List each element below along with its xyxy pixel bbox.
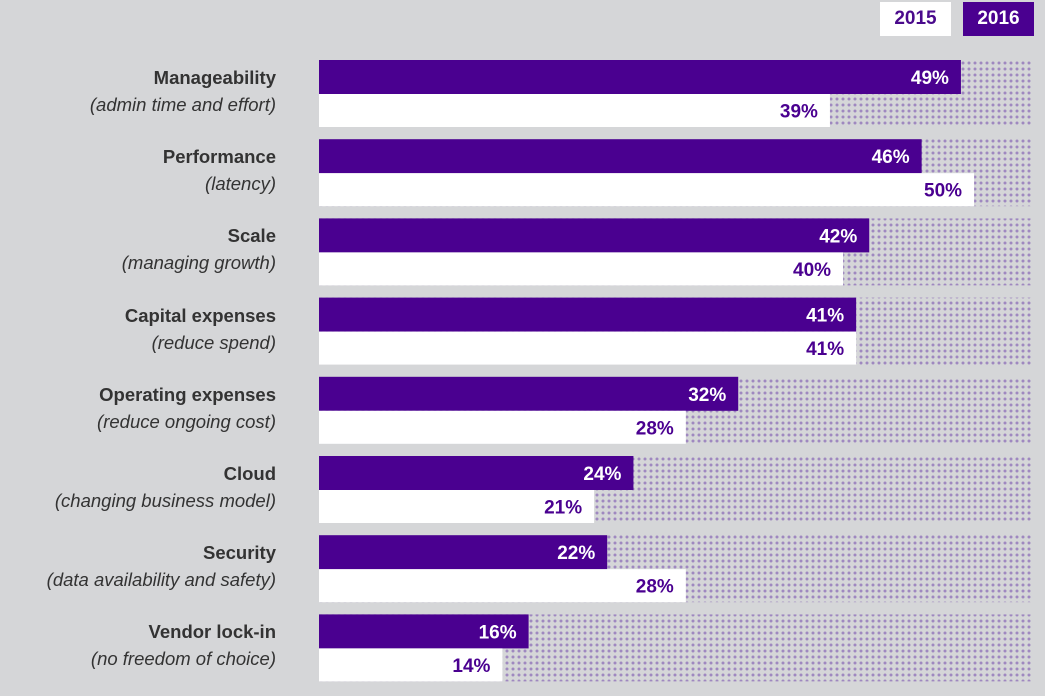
bar-2016 [319, 456, 634, 490]
bar-2016 [319, 297, 857, 332]
bar-2015 [319, 94, 830, 127]
data-label-2016: 49% [911, 68, 949, 89]
data-label-2016: 42% [819, 226, 857, 247]
bar-2016 [319, 60, 961, 94]
category-title: Manageability [153, 67, 276, 88]
data-label-2015: 39% [780, 102, 818, 123]
data-label-2016: 32% [688, 385, 726, 406]
category-subtitle: (latency) [205, 173, 276, 195]
legend-2016: 2016 [963, 2, 1034, 36]
bar-2015 [319, 173, 975, 207]
category-title: Operating expenses [99, 383, 276, 405]
data-label-2015: 50% [924, 181, 962, 202]
category-title: Cloud [223, 463, 276, 484]
category-label: Operating expenses (reduce ongoing cost) [97, 381, 276, 435]
category-title: Capital expenses [124, 304, 276, 326]
category-label: Capital expenses (reduce spend) [125, 302, 276, 356]
category-label: Cloud (changing business model) [55, 460, 276, 514]
data-label-2016: 16% [479, 622, 517, 643]
data-label-2015: 28% [636, 418, 674, 439]
data-label-2015: 41% [806, 339, 844, 360]
category-label: Vendor lock-in (no freedom of choice) [91, 618, 276, 672]
category-label: Scale (managing growth) [122, 222, 276, 276]
category-title: Security [202, 542, 276, 564]
data-label-2015: 40% [793, 260, 831, 281]
category-subtitle: (reduce spend) [151, 331, 276, 353]
bar-2015 [319, 490, 595, 523]
bar-2016 [319, 218, 870, 253]
category-subtitle: (data availability and safety) [46, 569, 276, 591]
data-label-2015: 28% [636, 577, 674, 598]
category-title: Vendor lock-in [148, 621, 276, 643]
bar-2015 [319, 252, 844, 286]
bar-2016 [319, 535, 608, 570]
category-subtitle: (changing business model) [54, 490, 276, 511]
data-label-2016: 22% [557, 543, 595, 564]
bar-2015 [319, 410, 686, 444]
bar-2015 [319, 331, 857, 365]
legend-2015: 2015 [880, 2, 951, 36]
category-subtitle: (no freedom of choice) [90, 648, 276, 670]
category-subtitle: (reduce ongoing cost) [97, 410, 276, 432]
bar-2016 [319, 614, 529, 649]
category-label: Security (data availability and safety) [47, 539, 276, 593]
data-label-2015: 14% [452, 656, 490, 677]
category-subtitle: (admin time and effort) [89, 94, 276, 115]
category-label: Manageability (admin time and effort) [90, 64, 276, 118]
category-title: Performance [162, 146, 276, 168]
data-label-2016: 41% [806, 306, 844, 327]
bar-2016 [319, 376, 739, 411]
data-label-2016: 24% [583, 464, 621, 485]
category-label: Performance (latency) [163, 143, 276, 197]
bar-2015 [319, 569, 686, 603]
data-label-2016: 46% [872, 147, 910, 168]
bar-2016 [319, 139, 922, 174]
data-label-2015: 21% [544, 498, 582, 519]
bar-2015 [319, 648, 503, 682]
category-subtitle: (managing growth) [121, 252, 276, 274]
category-title: Scale [227, 225, 276, 247]
